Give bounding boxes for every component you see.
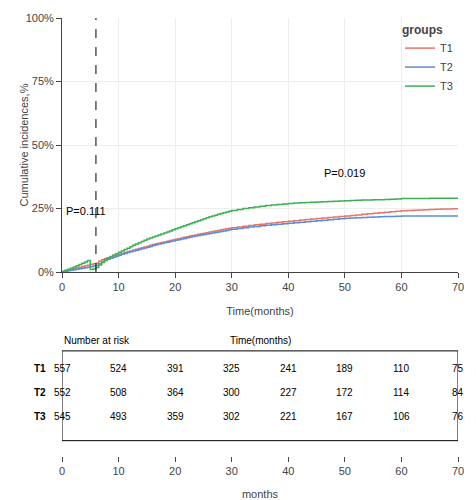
svg-text:60: 60 <box>395 281 407 293</box>
svg-text:Time(months): Time(months) <box>230 335 291 346</box>
svg-text:508: 508 <box>110 387 127 398</box>
svg-text:Number at risk: Number at risk <box>64 335 130 346</box>
svg-text:months: months <box>242 488 279 500</box>
svg-text:167: 167 <box>336 411 353 422</box>
svg-text:545: 545 <box>54 411 71 422</box>
svg-text:T3: T3 <box>34 411 46 422</box>
svg-text:557: 557 <box>54 363 71 374</box>
svg-text:30: 30 <box>226 465 238 477</box>
svg-text:T1: T1 <box>34 363 46 374</box>
svg-text:172: 172 <box>336 387 353 398</box>
svg-text:524: 524 <box>110 363 127 374</box>
svg-text:30: 30 <box>226 281 238 293</box>
svg-text:P=0.111: P=0.111 <box>66 205 106 217</box>
svg-text:359: 359 <box>167 411 184 422</box>
svg-text:50: 50 <box>339 281 351 293</box>
svg-text:0: 0 <box>59 465 65 477</box>
svg-text:364: 364 <box>167 387 184 398</box>
svg-text:60: 60 <box>395 465 407 477</box>
svg-text:75%: 75% <box>32 75 54 87</box>
svg-text:106: 106 <box>393 411 410 422</box>
svg-text:40: 40 <box>282 465 294 477</box>
svg-text:114: 114 <box>393 387 409 398</box>
svg-text:70: 70 <box>452 465 464 477</box>
svg-text:Cumulative incidences,%: Cumulative incidences,% <box>18 83 30 206</box>
svg-text:76: 76 <box>452 411 464 422</box>
svg-text:241: 241 <box>280 363 297 374</box>
svg-text:40: 40 <box>282 281 294 293</box>
svg-text:groups: groups <box>402 23 443 37</box>
svg-text:25%: 25% <box>32 202 54 214</box>
svg-text:493: 493 <box>110 411 127 422</box>
svg-text:T2: T2 <box>440 61 453 73</box>
svg-text:300: 300 <box>223 387 240 398</box>
svg-text:Time(months): Time(months) <box>226 305 293 317</box>
svg-text:T2: T2 <box>34 387 46 398</box>
svg-text:50%: 50% <box>32 139 54 151</box>
svg-text:100%: 100% <box>26 12 54 24</box>
svg-text:10: 10 <box>112 281 124 293</box>
svg-text:227: 227 <box>280 387 297 398</box>
svg-text:20: 20 <box>169 281 181 293</box>
svg-text:T1: T1 <box>440 42 453 54</box>
svg-text:84: 84 <box>452 387 464 398</box>
svg-text:0: 0 <box>59 281 65 293</box>
svg-text:75: 75 <box>452 363 464 374</box>
svg-text:70: 70 <box>452 281 464 293</box>
svg-text:110: 110 <box>393 363 409 374</box>
svg-text:20: 20 <box>169 465 181 477</box>
svg-text:302: 302 <box>223 411 240 422</box>
svg-text:221: 221 <box>280 411 297 422</box>
svg-text:10: 10 <box>112 465 124 477</box>
svg-text:P=0.019: P=0.019 <box>324 167 365 179</box>
svg-text:325: 325 <box>223 363 240 374</box>
svg-text:50: 50 <box>339 465 351 477</box>
svg-text:391: 391 <box>167 363 184 374</box>
svg-text:T3: T3 <box>440 80 453 92</box>
svg-text:0%: 0% <box>38 266 54 278</box>
svg-text:552: 552 <box>54 387 71 398</box>
svg-text:189: 189 <box>336 363 353 374</box>
